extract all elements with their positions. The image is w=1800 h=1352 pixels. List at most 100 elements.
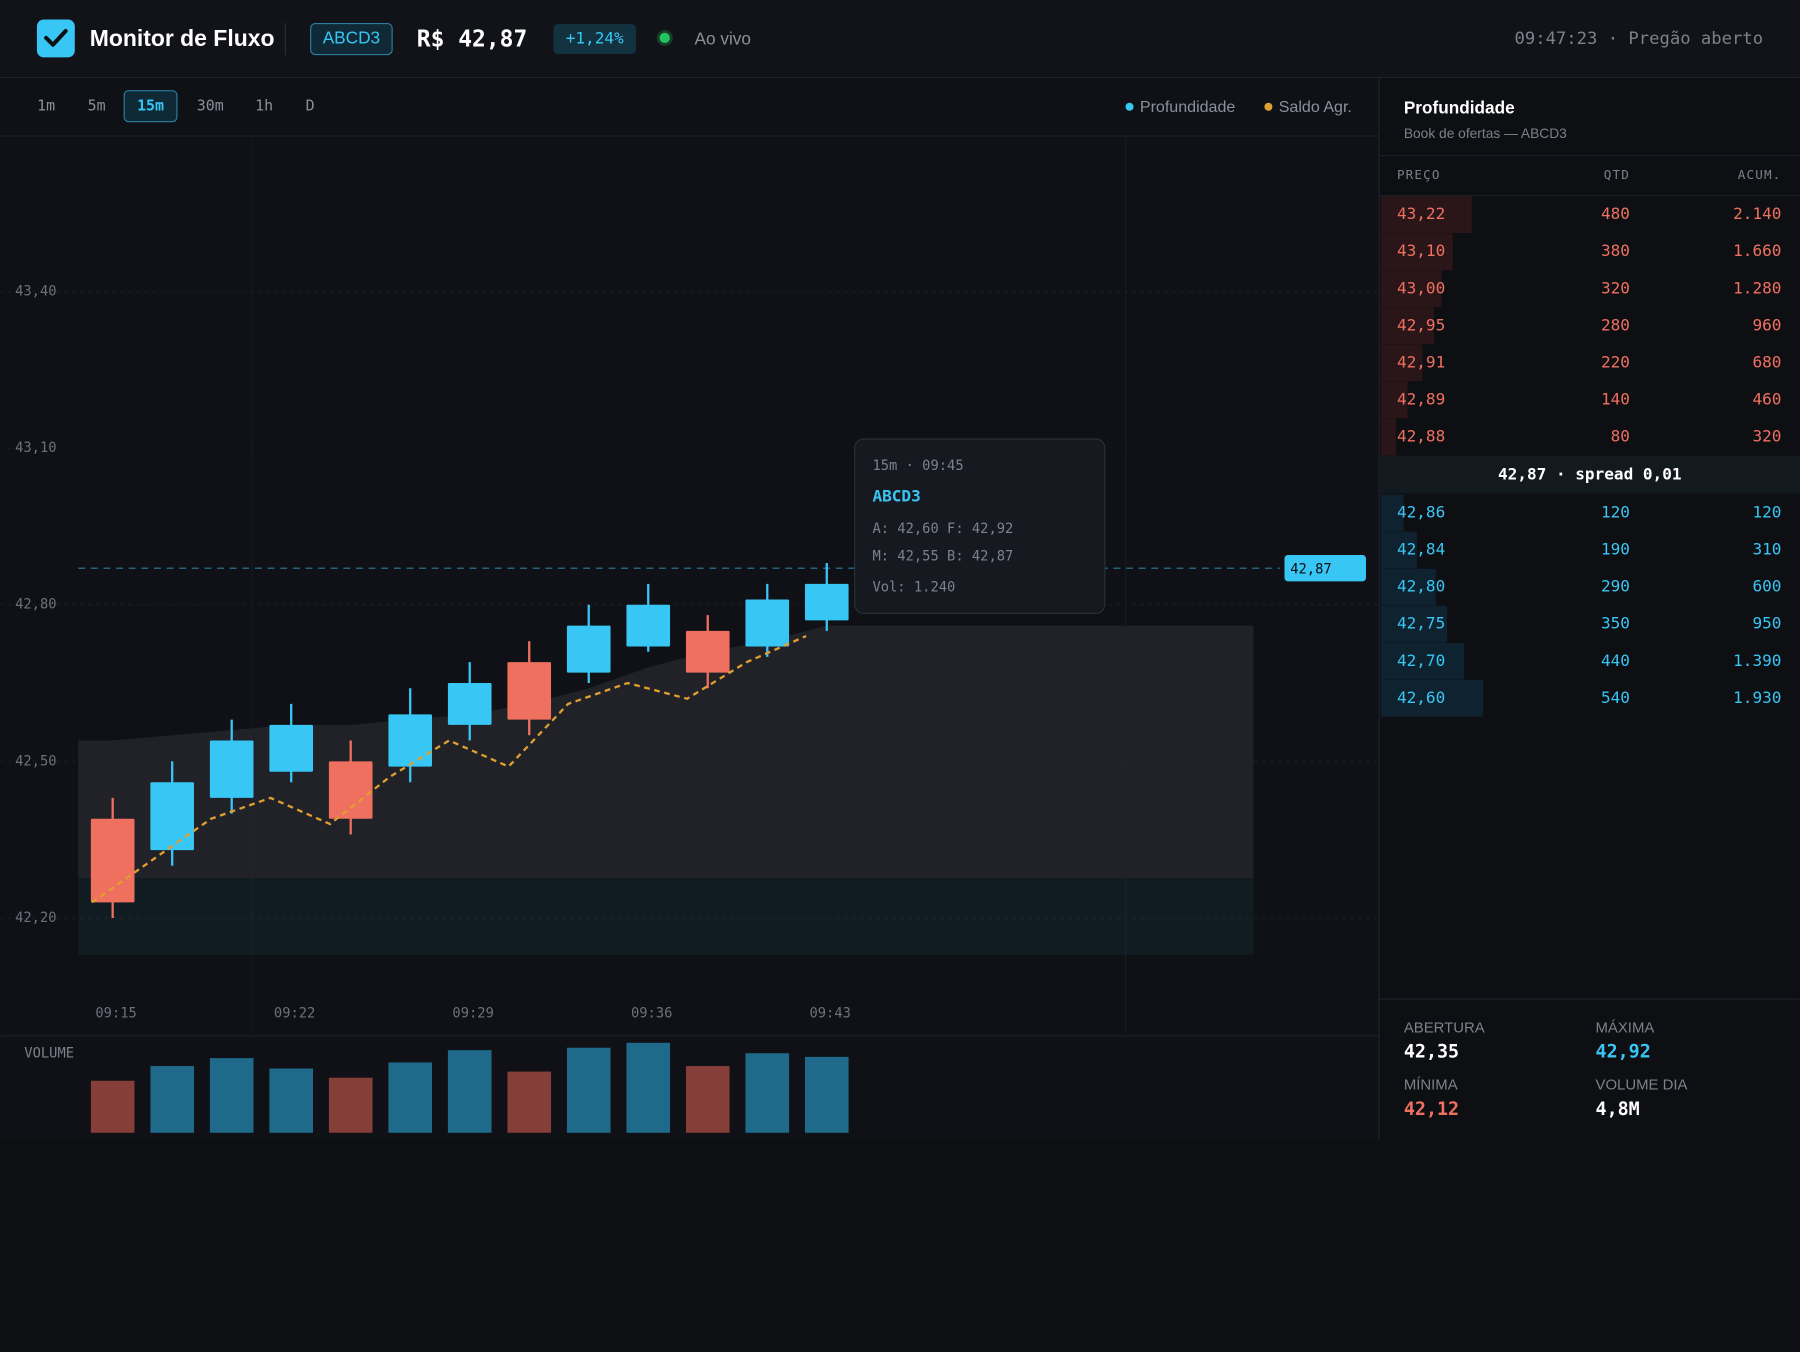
- top-bar: [0, 0, 1800, 77]
- timeframe-button[interactable]: 5m: [88, 97, 106, 115]
- spread: 42,87 · spread 0,01: [1498, 465, 1682, 484]
- chart-panel: [0, 78, 1379, 1140]
- book-cell: 140: [1601, 389, 1630, 408]
- book-cell: 42,95: [1397, 315, 1445, 334]
- volume-bar: [626, 1042, 671, 1133]
- timeframe-active[interactable]: [123, 90, 178, 123]
- book-cell: 220: [1601, 352, 1630, 371]
- depth-bar: [1380, 642, 1465, 680]
- book-cell: 1.660: [1733, 241, 1781, 260]
- candle-body: [566, 625, 611, 673]
- clock: 09:47:23 · Pregão aberto: [1514, 29, 1763, 49]
- legend-dot: [1264, 102, 1273, 111]
- ticker: ABCD3: [323, 28, 380, 48]
- book-column-header: ACUM.: [1738, 167, 1782, 182]
- candle-body: [745, 599, 790, 647]
- depth-bar: [1380, 568, 1436, 606]
- book-cell: 43,22: [1397, 204, 1445, 223]
- candle-body: [447, 683, 492, 725]
- x-tick-label: 09:43: [809, 1005, 850, 1021]
- book-cell: 120: [1601, 503, 1630, 522]
- tooltip-ticker: ABCD3: [872, 486, 920, 505]
- book-cell: 440: [1601, 651, 1630, 670]
- book-cell: 42,70: [1397, 651, 1445, 670]
- book-cell: 42,88: [1397, 427, 1445, 446]
- stat-label: MÍNIMA: [1404, 1077, 1458, 1094]
- book-column-header: PREÇO: [1397, 167, 1441, 182]
- volume-bar: [685, 1066, 730, 1133]
- book-cell: 320: [1752, 427, 1781, 446]
- candle-body: [269, 724, 314, 772]
- y-tick-label: 42,80: [15, 597, 56, 613]
- book-cell: 1.280: [1733, 278, 1781, 297]
- depth-bar: [1380, 494, 1404, 532]
- volume-bar: [566, 1047, 611, 1133]
- y-tick-label: 43,40: [15, 283, 56, 299]
- price-tag: [1284, 554, 1366, 582]
- book-subtitle: Book de ofertas — ABCD3: [1404, 126, 1567, 141]
- depth-bar: [1380, 307, 1434, 345]
- book-cell: 1.390: [1733, 651, 1781, 670]
- timeframe-button[interactable]: 30m: [197, 97, 224, 115]
- book-title: Profundidade: [1404, 98, 1515, 118]
- candle-body: [209, 740, 254, 798]
- live-dot: [659, 32, 670, 44]
- volume-label: VOLUME: [24, 1046, 74, 1062]
- candle-body: [685, 630, 730, 673]
- book-cell: 42,84: [1397, 540, 1445, 559]
- y-tick-label: 43,10: [15, 440, 56, 456]
- timeframe-button[interactable]: D: [306, 97, 315, 115]
- book-cell: 460: [1752, 389, 1781, 408]
- book-cell: 280: [1601, 315, 1630, 334]
- logo-check: [44, 28, 68, 47]
- volume-bar: [150, 1066, 194, 1133]
- book-cell: 43,00: [1397, 278, 1445, 297]
- legend-label: Saldo Agr.: [1279, 98, 1352, 116]
- logo: [36, 19, 75, 58]
- depth-bar: [1380, 381, 1408, 419]
- volume-bar: [804, 1056, 849, 1133]
- volume-bar: [447, 1050, 492, 1133]
- tooltip-line2: M: 42,55 B: 42,87: [872, 549, 1013, 565]
- status: Ao vivo: [695, 29, 751, 49]
- book-cell: 310: [1752, 540, 1781, 559]
- book-cell: 480: [1601, 204, 1630, 223]
- volume-bar: [90, 1080, 135, 1133]
- candle-body: [507, 662, 552, 720]
- volume-bar: [269, 1068, 314, 1133]
- volume-bar: [745, 1053, 790, 1133]
- x-tick-label: 09:15: [95, 1005, 136, 1021]
- timeframe-button[interactable]: 1h: [255, 97, 273, 115]
- timeframe-button[interactable]: 1m: [37, 97, 55, 115]
- stat-value: 42,35: [1404, 1041, 1459, 1062]
- tooltip: [854, 438, 1106, 615]
- change-badge: [553, 24, 637, 54]
- volume-bar: [209, 1058, 254, 1133]
- volume-bar: [328, 1077, 373, 1133]
- depth-bar: [1380, 418, 1397, 456]
- book-cell: 42,91: [1397, 352, 1445, 371]
- book-cell: 950: [1752, 614, 1781, 633]
- stat-value: 42,92: [1596, 1041, 1651, 1062]
- timeframe-button[interactable]: 15m: [137, 97, 164, 115]
- book-cell: 540: [1601, 688, 1630, 707]
- saldo-line: [91, 634, 807, 904]
- depth-bar: [1380, 531, 1417, 569]
- stat-label: VOLUME DIA: [1596, 1077, 1688, 1094]
- stat-value: 4,8M: [1596, 1099, 1640, 1120]
- book-cell: 960: [1752, 315, 1781, 334]
- x-tick-label: 09:22: [274, 1005, 315, 1021]
- book-cell: 350: [1601, 614, 1630, 633]
- depth-bar: [1380, 233, 1453, 271]
- book-cell: 680: [1752, 352, 1781, 371]
- book-cell: 600: [1752, 577, 1781, 596]
- change: +1,24%: [566, 29, 624, 48]
- candle-body: [328, 761, 373, 819]
- book-cell: 2.140: [1733, 204, 1781, 223]
- stat-label: ABERTURA: [1404, 1019, 1485, 1036]
- stat-label: MÁXIMA: [1596, 1019, 1655, 1036]
- book-cell: 380: [1601, 241, 1630, 260]
- book-column-header: QTD: [1604, 167, 1630, 182]
- tooltip-line3: Vol: 1.240: [872, 580, 955, 596]
